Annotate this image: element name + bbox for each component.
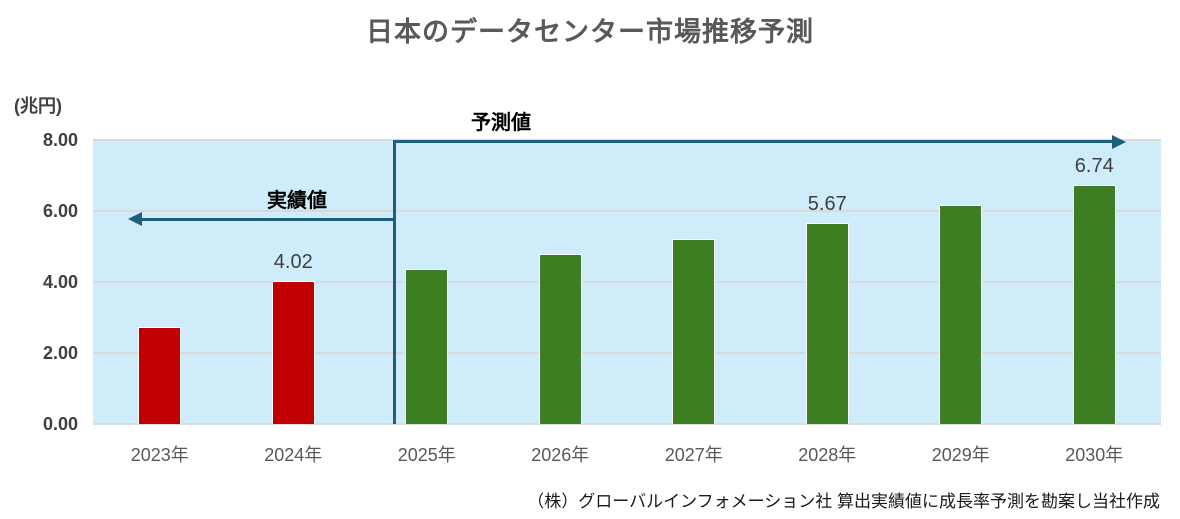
x-axis-label: 2027年 xyxy=(664,445,723,465)
actual-annotation-label: 実績値 xyxy=(267,190,327,212)
plot-area: 4.02 5.67 6.74 xyxy=(93,135,1161,425)
bar-2029 xyxy=(939,204,983,424)
actual-forecast-divider-line xyxy=(393,140,396,424)
bar-2028 xyxy=(805,222,849,424)
bar-2023 xyxy=(138,327,182,424)
actual-arrow-line xyxy=(142,218,393,221)
bar-value-label: 5.67 xyxy=(807,192,847,215)
gridline xyxy=(93,210,1161,212)
forecast-arrow-line xyxy=(395,140,1112,143)
gridline xyxy=(93,281,1161,283)
x-axis-label: 2023年 xyxy=(130,445,189,465)
bar-value-label: 6.74 xyxy=(1074,154,1114,177)
bar-2024 xyxy=(271,281,315,424)
x-axis-label: 2029年 xyxy=(931,445,990,465)
y-axis-tick-label: 0.00 xyxy=(42,414,78,434)
x-axis-label: 2030年 xyxy=(1065,445,1124,465)
y-axis-tick-label: 2.00 xyxy=(42,343,78,363)
bar-2026 xyxy=(538,254,582,424)
x-axis-label: 2026年 xyxy=(531,445,590,465)
gridline xyxy=(93,352,1161,354)
bar-2025 xyxy=(405,268,449,424)
y-axis-tick-label: 4.00 xyxy=(42,272,78,292)
actual-arrow-head xyxy=(128,212,142,226)
bar-value-label: 4.02 xyxy=(273,251,313,274)
x-axis-label: 2025年 xyxy=(397,445,456,465)
forecast-arrow-head xyxy=(1112,135,1126,149)
gridline xyxy=(93,423,1161,425)
y-axis-tick-label: 8.00 xyxy=(42,130,78,150)
footer-note: （株）グローバルインフォメーション社 算出実績値に成長率予測を勘案し当社作成 xyxy=(527,492,1160,511)
chart-title: 日本のデータセンター市場推移予測 xyxy=(366,17,814,47)
x-axis-label: 2028年 xyxy=(798,445,857,465)
bar-2027 xyxy=(672,239,716,424)
bar-2030 xyxy=(1072,184,1116,424)
forecast-annotation-label: 予測値 xyxy=(471,112,531,134)
x-axis-label: 2024年 xyxy=(264,445,323,465)
y-axis-tick-label: 6.00 xyxy=(42,201,78,221)
y-axis-unit-label: (兆円) xyxy=(14,96,62,116)
